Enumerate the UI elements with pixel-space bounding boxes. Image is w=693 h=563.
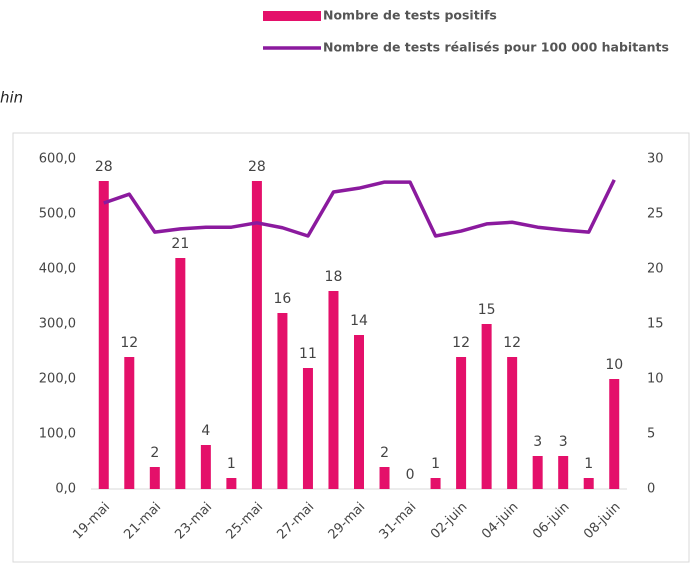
data-label: 12 (120, 335, 138, 351)
data-label: 1 (227, 456, 236, 472)
data-label: 12 (503, 335, 521, 351)
data-label: 16 (274, 291, 292, 307)
bar (379, 467, 390, 489)
bar (532, 456, 543, 489)
data-label: 1 (431, 456, 440, 472)
bar (98, 181, 109, 489)
line (103, 179, 616, 238)
data-label: 10 (605, 357, 623, 373)
y-tick-label: 500,0 (39, 207, 76, 222)
bar (481, 324, 492, 489)
data-label: 18 (325, 269, 343, 285)
y-tick-label: 100,0 (39, 427, 76, 442)
legend-swatch (263, 11, 321, 21)
data-label: 14 (350, 313, 368, 329)
bar (507, 357, 518, 489)
y2-tick-label: 20 (647, 262, 664, 277)
y-tick-label: 300,0 (39, 317, 76, 332)
data-label: 3 (533, 434, 542, 450)
data-label: 11 (299, 346, 317, 362)
bar (124, 357, 135, 489)
bar (456, 357, 467, 489)
legend-label: Nombre de tests positifs (323, 8, 497, 23)
data-label: 28 (95, 159, 113, 175)
y2-tick-label: 5 (647, 427, 655, 442)
y2-tick-label: 10 (647, 372, 664, 387)
bar (583, 478, 594, 489)
y2-tick-label: 30 (647, 152, 664, 167)
y-tick-label: 200,0 (39, 372, 76, 387)
data-label: 2 (150, 445, 159, 461)
data-label: 3 (559, 434, 568, 450)
legend-label: Nombre de tests réalisés pour 100 000 ha… (323, 40, 669, 55)
bar (558, 456, 569, 489)
bar (251, 181, 262, 489)
data-label: 0 (406, 467, 415, 483)
y-tick-label: 0,0 (55, 482, 76, 497)
title-fragment: hin (0, 89, 23, 107)
bar (226, 478, 237, 489)
data-label: 12 (452, 335, 470, 351)
data-label: 28 (248, 159, 266, 175)
bar (302, 368, 313, 489)
bar (609, 379, 620, 489)
y2-tick-label: 25 (647, 207, 664, 222)
y-tick-label: 600,0 (39, 152, 76, 167)
bar (175, 258, 186, 489)
bar (354, 335, 364, 489)
bar (149, 467, 160, 489)
y2-tick-label: 0 (647, 482, 655, 497)
y-tick-label: 400,0 (39, 262, 76, 277)
data-label: 2 (380, 445, 389, 461)
bar (430, 478, 441, 489)
data-label: 15 (478, 302, 496, 318)
bar (200, 445, 211, 489)
data-label: 1 (584, 456, 593, 472)
bar (277, 313, 288, 489)
chart-frame (12, 132, 690, 563)
data-label: 4 (201, 423, 210, 439)
data-label: 21 (171, 236, 189, 252)
bar (328, 291, 339, 489)
y2-tick-label: 15 (647, 317, 664, 332)
